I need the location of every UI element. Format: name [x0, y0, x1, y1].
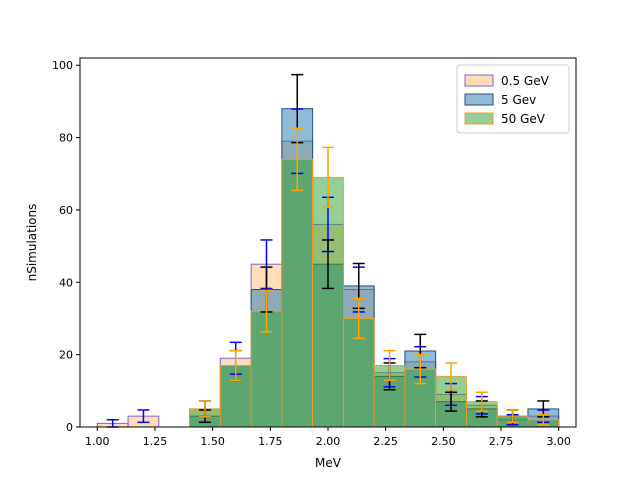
x-tick-label: 2.25 [373, 435, 398, 448]
y-tick-label: 20 [59, 349, 73, 362]
error-bar-series1-bin7 [322, 239, 334, 290]
x-tick-label: 2.00 [316, 435, 341, 448]
error-bar-series2-bin7 [322, 146, 334, 209]
error-bar-series2-bin14 [537, 413, 550, 426]
legend-label: 5 Gev [501, 93, 536, 107]
y-axis-ticks: 0 20 40 60 80 100 [52, 59, 80, 434]
error-bar-series2-bin10 [414, 353, 427, 385]
error-bar-series2-bin9 [383, 349, 396, 382]
y-tick-label: 40 [59, 276, 73, 289]
error-bar-series1-bin11 [445, 391, 458, 412]
bars-layer [96, 108, 560, 428]
error-bar-series2-bin3 [198, 400, 211, 418]
error-bar-series2-bin6 [291, 127, 304, 192]
x-tick-label: 3.00 [546, 435, 571, 448]
bar-series2-bin6 [281, 158, 314, 428]
x-tick-label: 1.50 [200, 435, 225, 448]
legend-label: 50 GeV [501, 112, 546, 126]
y-tick-label: 100 [52, 59, 73, 72]
legend-label: 0.5 GeV [501, 74, 550, 88]
legend-swatch [464, 93, 494, 106]
x-tick-label: 2.75 [489, 435, 514, 448]
error-bar-series2-bin13 [506, 409, 519, 424]
y-axis-label: nSimulations [25, 204, 39, 282]
error-bar-series2-bin12 [475, 391, 488, 412]
legend-swatch [464, 112, 494, 125]
legend: 0.5 GeV 5 Gev 50 GeV [456, 64, 570, 134]
x-axis-ticks: 1.00 1.25 1.50 1.75 2.00 2.25 2.50 2.75 3.00 [85, 427, 571, 448]
y-tick-label: 60 [59, 204, 73, 217]
legend-swatch [464, 74, 494, 87]
y-tick-label: 80 [59, 132, 73, 145]
error-bar-series2-bin11 [445, 362, 458, 391]
x-tick-label: 1.00 [85, 435, 110, 448]
y-tick-label: 0 [66, 421, 73, 434]
error-bar-series2-bin5 [260, 289, 273, 333]
x-axis-label: MeV [315, 456, 342, 470]
error-bar-series0-bin1 [137, 409, 150, 424]
error-bar-series2-bin4 [229, 349, 242, 382]
x-tick-label: 2.50 [431, 435, 456, 448]
x-tick-label: 1.75 [258, 435, 283, 448]
x-tick-label: 1.25 [143, 435, 168, 448]
error-bar-series2-bin8 [352, 297, 365, 340]
